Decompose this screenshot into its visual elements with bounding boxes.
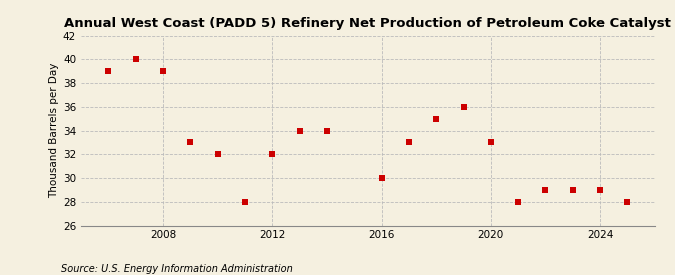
Point	[157, 69, 168, 73]
Point	[267, 152, 277, 156]
Point	[485, 140, 496, 145]
Point	[458, 105, 469, 109]
Title: Annual West Coast (PADD 5) Refinery Net Production of Petroleum Coke Catalyst: Annual West Coast (PADD 5) Refinery Net …	[64, 17, 672, 31]
Point	[103, 69, 113, 73]
Point	[622, 200, 633, 204]
Point	[321, 128, 332, 133]
Point	[540, 188, 551, 192]
Text: Source: U.S. Energy Information Administration: Source: U.S. Energy Information Administ…	[61, 264, 292, 274]
Point	[595, 188, 605, 192]
Point	[376, 176, 387, 180]
Point	[568, 188, 578, 192]
Point	[185, 140, 196, 145]
Point	[513, 200, 524, 204]
Point	[240, 200, 250, 204]
Point	[130, 57, 141, 62]
Point	[294, 128, 305, 133]
Point	[212, 152, 223, 156]
Y-axis label: Thousand Barrels per Day: Thousand Barrels per Day	[49, 63, 59, 198]
Point	[404, 140, 414, 145]
Point	[431, 117, 441, 121]
